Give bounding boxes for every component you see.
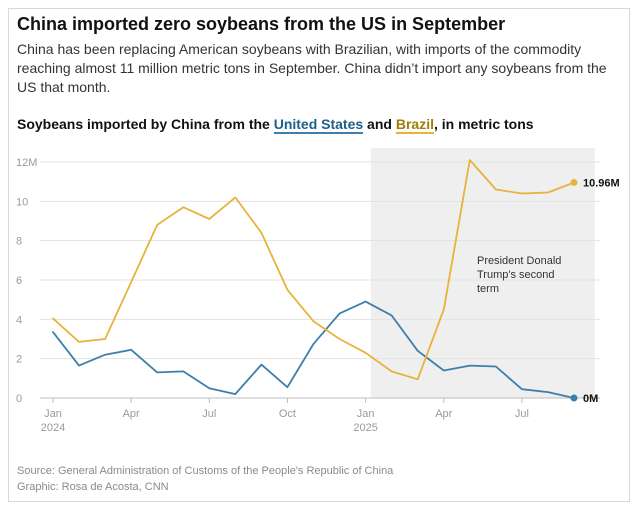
y-tick-label: 12M bbox=[16, 157, 37, 169]
end-value-label: 10.96M bbox=[583, 177, 620, 189]
chart-heading: Soybeans imported by China from the Unit… bbox=[17, 116, 617, 134]
legend-us: United States bbox=[273, 116, 364, 134]
y-tick-label: 8 bbox=[16, 236, 22, 248]
x-tick-year-label: 2024 bbox=[41, 422, 65, 434]
shaded-period-label: President Donald Trump's second term bbox=[477, 255, 561, 295]
series-line-us bbox=[52, 300, 575, 399]
x-tick-label: Apr bbox=[123, 408, 140, 420]
y-tick-label: 6 bbox=[16, 275, 22, 287]
y-tick-label: 0 bbox=[16, 393, 22, 405]
legend-brazil: Brazil bbox=[395, 116, 434, 134]
page-title: China imported zero soybeans from the US… bbox=[17, 14, 506, 34]
x-tick-label: Oct bbox=[279, 408, 296, 420]
chart-heading-suffix: , in metric tons bbox=[433, 116, 534, 132]
x-tick-label: Jan bbox=[357, 408, 375, 420]
chart-heading-and: and bbox=[363, 116, 396, 132]
x-tick-label: Jul bbox=[515, 408, 529, 420]
y-tick-label: 10 bbox=[16, 196, 28, 208]
x-tick-label: Jul bbox=[202, 408, 216, 420]
graphic-credit: Graphic: Rosa de Acosta, CNN bbox=[17, 481, 169, 493]
x-tick-label: Apr bbox=[435, 408, 452, 420]
data-point-us bbox=[570, 394, 578, 402]
page-subtitle: China has been replacing American soybea… bbox=[17, 41, 607, 95]
x-tick-label: Jan bbox=[44, 408, 62, 420]
y-tick-label: 2 bbox=[16, 354, 22, 366]
line-chart: 0 2 4 6 8 10 12M Jan 2024 Apr Jul Oct Jan 2025 Apr Jul P… bbox=[16, 148, 620, 434]
end-value-label: 0M bbox=[583, 393, 598, 405]
x-tick-year-label: 2025 bbox=[353, 422, 377, 434]
y-tick-label: 4 bbox=[16, 314, 22, 326]
source-note: Source: General Administration of Custom… bbox=[17, 465, 394, 477]
chart-heading-prefix: Soybeans imported by China from the bbox=[17, 116, 274, 132]
data-point-brazil bbox=[570, 178, 578, 186]
